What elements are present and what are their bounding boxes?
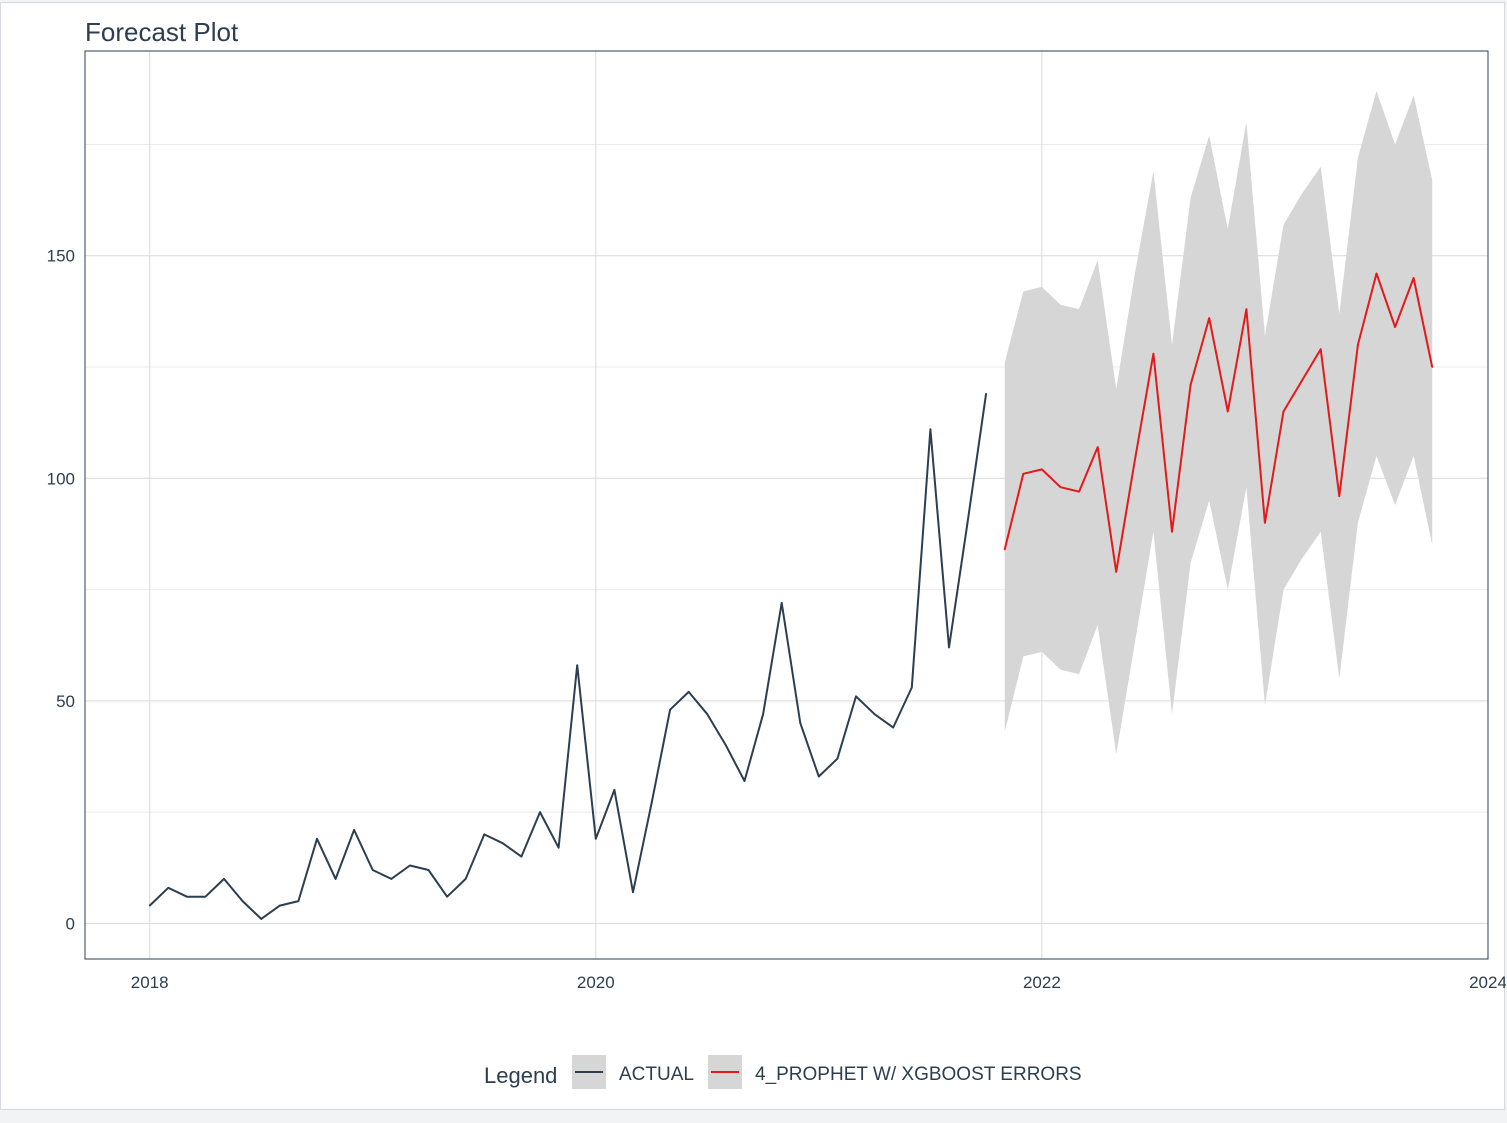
data-point-actual: [427, 869, 430, 871]
data-point-actual: [334, 878, 337, 880]
data-point-forecast: [1171, 530, 1173, 533]
x-axis-ticks: 2018 2020 2022 2024: [131, 973, 1506, 992]
series-line-actual: [149, 393, 988, 920]
data-point-actual: [613, 789, 616, 791]
data-point-forecast: [1003, 548, 1006, 551]
chart-title: Forecast Plot: [85, 17, 239, 47]
data-point-forecast: [1282, 410, 1285, 413]
data-point-actual: [985, 392, 987, 395]
data-point-actual: [855, 695, 857, 698]
y-tick-label: 50: [56, 692, 75, 711]
data-point-forecast: [1319, 348, 1322, 351]
x-tick-label: 2022: [1023, 973, 1061, 992]
data-point-forecast: [1264, 522, 1266, 524]
data-point-actual: [818, 775, 820, 778]
data-point-actual: [836, 757, 839, 760]
plot-panel-border: [84, 50, 1489, 960]
data-point-actual: [297, 900, 300, 902]
data-point-actual: [687, 691, 690, 693]
data-point-actual: [223, 878, 225, 880]
data-point-actual: [929, 428, 932, 431]
legend: Legend ACTUAL 4_PROPHET W/ XGBOOST ERROR…: [484, 1055, 1082, 1089]
y-tick-label: 0: [66, 914, 75, 933]
data-point-actual: [204, 895, 207, 898]
y-tick-label: 100: [47, 469, 75, 488]
data-point-actual: [390, 878, 393, 880]
data-point-actual: [371, 869, 374, 871]
data-point-forecast: [1357, 343, 1359, 346]
data-point-actual: [148, 904, 151, 907]
data-point-actual: [353, 829, 355, 831]
forecast-interval-band: [1004, 91, 1433, 755]
legend-title: Legend: [484, 1063, 557, 1088]
data-point-actual: [706, 713, 709, 715]
data-point-forecast: [1152, 352, 1155, 355]
data-point-actual: [762, 713, 764, 715]
data-point-actual: [780, 602, 783, 604]
data-point-forecast: [1431, 366, 1434, 368]
confidence-band: [1004, 91, 1433, 755]
data-point-forecast: [1226, 410, 1229, 413]
data-point-actual: [409, 864, 411, 867]
data-point-actual: [725, 744, 727, 747]
data-point-actual: [669, 708, 671, 711]
series-line-forecast: [1003, 272, 1434, 573]
data-point-actual: [910, 686, 913, 689]
data-point-actual: [594, 838, 597, 840]
data-point-actual: [483, 833, 486, 836]
data-point-actual: [260, 918, 263, 920]
data-point-forecast: [1096, 446, 1099, 448]
y-axis-ticks: 0 50 100 150: [47, 247, 75, 934]
x-tick-label: 2020: [577, 973, 615, 992]
data-point-actual: [873, 713, 876, 715]
data-point-forecast: [1059, 486, 1062, 488]
data-point-actual: [650, 802, 653, 805]
data-point-actual: [464, 878, 467, 880]
data-point-actual: [966, 522, 969, 524]
data-point-actual: [576, 664, 579, 667]
y-tick-label: 150: [47, 247, 75, 266]
data-point-forecast: [1134, 459, 1136, 462]
data-point-forecast: [1375, 272, 1378, 275]
data-point-actual: [186, 895, 188, 898]
x-tick-label: 2018: [131, 973, 169, 992]
data-point-forecast: [1245, 308, 1248, 310]
data-point-forecast: [1078, 490, 1080, 493]
data-point-actual: [167, 886, 170, 889]
data-point-forecast: [1338, 495, 1341, 497]
data-point-forecast: [1208, 317, 1210, 319]
data-point-actual: [502, 842, 504, 845]
data-point-actual: [446, 895, 448, 898]
data-point-actual: [892, 726, 894, 729]
data-point-forecast: [1412, 277, 1415, 279]
data-point-forecast: [1041, 468, 1043, 471]
data-point-forecast: [1301, 379, 1303, 382]
data-point-actual: [520, 855, 523, 858]
data-point-actual: [316, 838, 318, 840]
data-point-actual: [632, 891, 634, 894]
x-tick-label: 2024: [1469, 973, 1506, 992]
data-point-actual: [743, 780, 746, 782]
data-point-actual: [539, 811, 541, 813]
series-lines: [148, 272, 1434, 920]
data-point-actual: [241, 900, 244, 902]
data-point-forecast: [1022, 473, 1025, 475]
data-point-actual: [799, 722, 802, 724]
data-point-actual: [278, 904, 281, 907]
data-point-forecast: [1394, 326, 1396, 328]
data-point-actual: [557, 846, 560, 849]
data-point-actual: [948, 646, 950, 649]
legend-label-actual: ACTUAL: [619, 1064, 694, 1085]
data-point-forecast: [1115, 570, 1118, 573]
data-point-forecast: [1189, 384, 1192, 386]
legend-label-forecast: 4_PROPHET W/ XGBOOST ERRORS: [755, 1064, 1082, 1085]
forecast-chart: Forecast Plot 2018 2020 2022 2024 0 50 100 150…: [47, 17, 1506, 1089]
